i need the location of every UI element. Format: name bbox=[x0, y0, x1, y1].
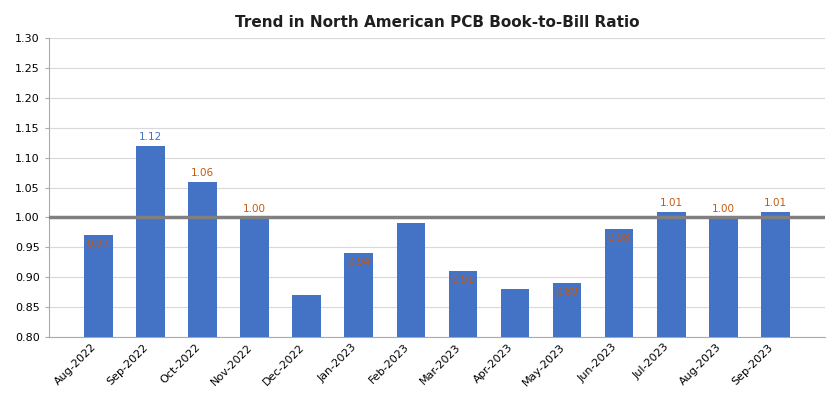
Text: 0.94: 0.94 bbox=[347, 257, 370, 267]
Bar bbox=[84, 235, 113, 337]
Bar bbox=[396, 224, 425, 337]
Bar bbox=[136, 146, 165, 337]
Text: 0.88: 0.88 bbox=[503, 293, 527, 303]
Text: 1.01: 1.01 bbox=[659, 198, 683, 208]
Text: 0.98: 0.98 bbox=[607, 233, 631, 243]
Bar bbox=[344, 253, 373, 337]
Text: 1.00: 1.00 bbox=[243, 204, 266, 214]
Bar bbox=[709, 218, 738, 337]
Text: 1.01: 1.01 bbox=[764, 198, 787, 208]
Text: 1.00: 1.00 bbox=[711, 204, 735, 214]
Bar bbox=[292, 295, 321, 337]
Bar bbox=[761, 212, 790, 337]
Title: Trend in North American PCB Book-to-Bill Ratio: Trend in North American PCB Book-to-Bill… bbox=[234, 15, 639, 30]
Text: 0.99: 0.99 bbox=[399, 227, 423, 237]
Text: 1.06: 1.06 bbox=[191, 168, 214, 178]
Bar bbox=[605, 229, 633, 337]
Text: 0.91: 0.91 bbox=[451, 275, 475, 285]
Text: 0.87: 0.87 bbox=[295, 299, 318, 309]
Bar bbox=[188, 182, 217, 337]
Bar bbox=[240, 218, 269, 337]
Bar bbox=[553, 283, 581, 337]
Text: 0.89: 0.89 bbox=[555, 287, 579, 297]
Bar bbox=[657, 212, 685, 337]
Bar bbox=[501, 289, 529, 337]
Text: 1.12: 1.12 bbox=[139, 132, 162, 142]
Text: 0.97: 0.97 bbox=[87, 239, 110, 249]
Bar bbox=[449, 271, 477, 337]
